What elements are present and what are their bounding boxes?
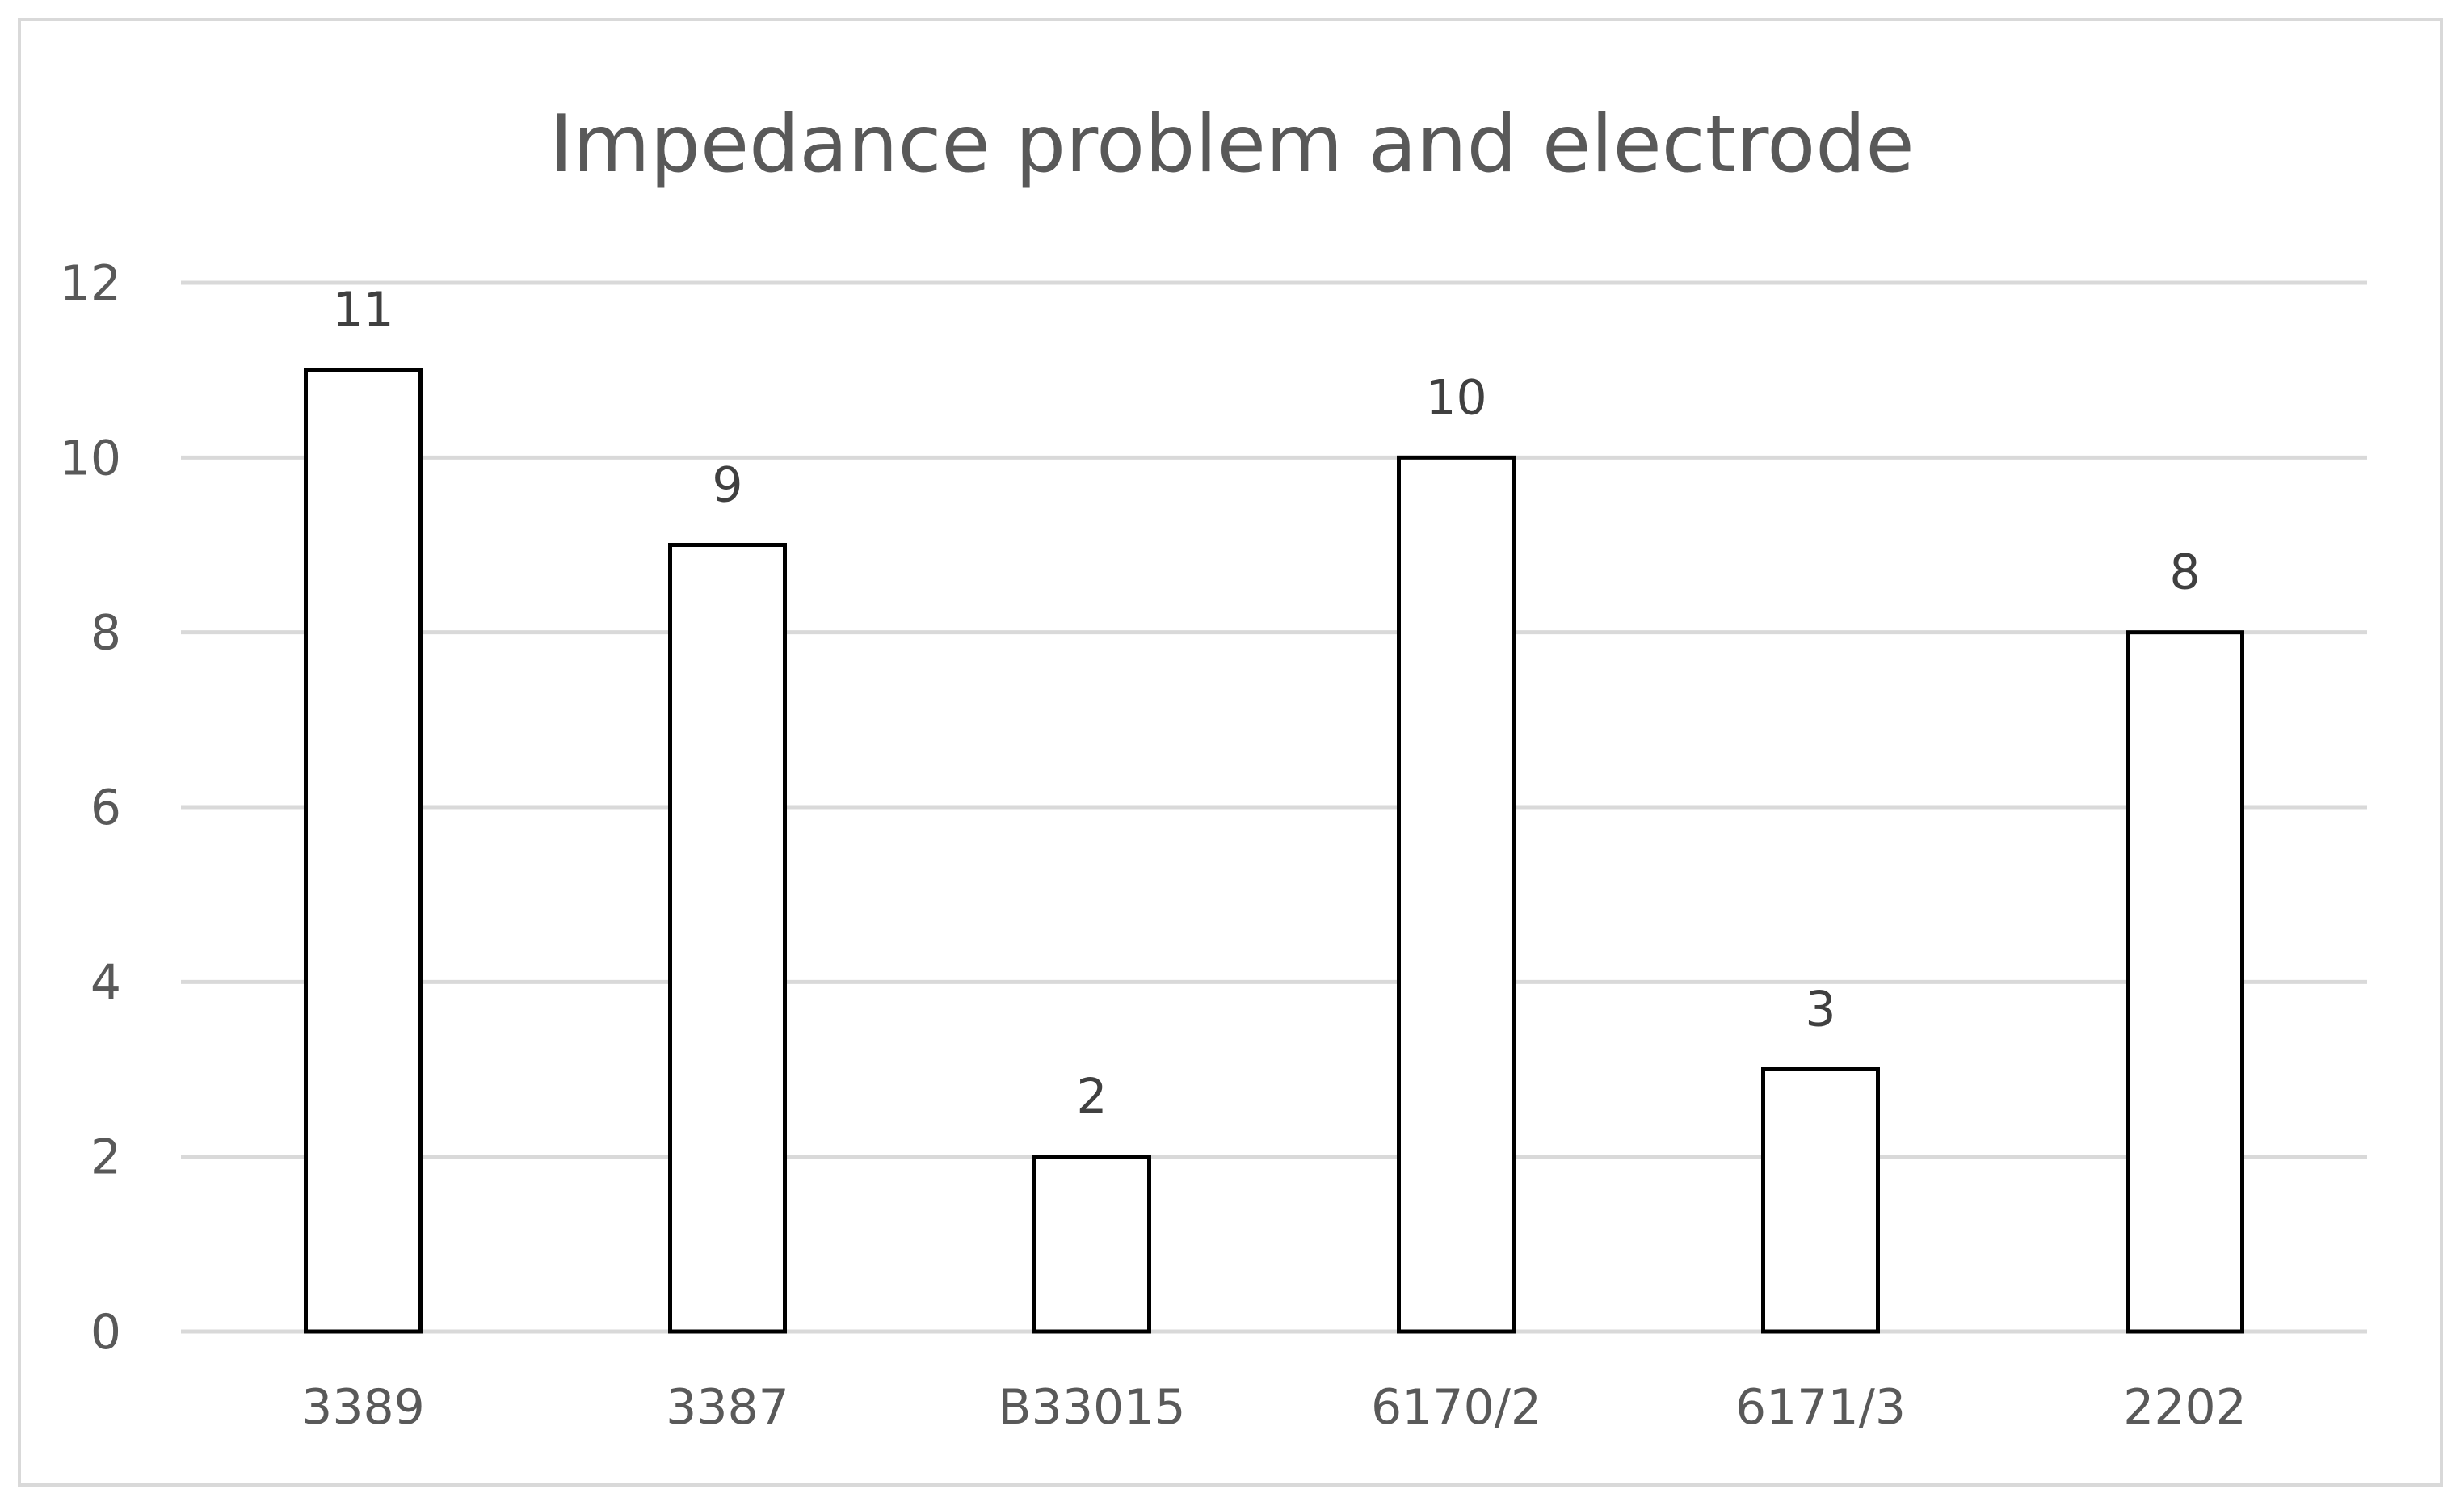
y-tick-label: 2 bbox=[90, 1130, 121, 1186]
data-label-3389: 11 bbox=[332, 282, 393, 339]
y-axis-ticks: 0 2 4 6 8 10 12 bbox=[60, 255, 121, 1361]
bars bbox=[304, 368, 2244, 1334]
y-tick-label: 8 bbox=[90, 605, 121, 662]
x-tick-label: 3387 bbox=[666, 1379, 789, 1436]
data-labels: 11 9 2 10 3 8 bbox=[332, 282, 2200, 1125]
bar-3389 bbox=[304, 368, 423, 1334]
x-tick-label: 3389 bbox=[301, 1379, 425, 1436]
chart-title: Impedance problem and electrode bbox=[549, 99, 1914, 191]
y-tick-label: 0 bbox=[90, 1304, 121, 1361]
data-label-6170/2: 10 bbox=[1425, 369, 1486, 426]
data-label-3387: 9 bbox=[712, 457, 742, 514]
y-tick-label: 4 bbox=[90, 954, 121, 1011]
x-tick-label: 6171/3 bbox=[1735, 1379, 1906, 1436]
bar-6171/3 bbox=[1761, 1067, 1880, 1334]
bar-6170/2 bbox=[1397, 455, 1516, 1334]
gridlines bbox=[181, 280, 2367, 1334]
data-label-B33015: 2 bbox=[1076, 1069, 1107, 1125]
x-axis-ticks: 3389 3387 B33015 6170/2 6171/3 2202 bbox=[301, 1379, 2247, 1436]
y-tick-label: 10 bbox=[60, 430, 121, 486]
bar-3387 bbox=[668, 543, 787, 1334]
y-tick-label: 12 bbox=[60, 255, 121, 312]
data-label-2202: 8 bbox=[2169, 545, 2200, 601]
bar-2202 bbox=[2126, 630, 2244, 1334]
y-tick-label: 6 bbox=[90, 780, 121, 836]
x-tick-label: 6170/2 bbox=[1371, 1379, 1541, 1436]
x-tick-label: B33015 bbox=[998, 1379, 1185, 1436]
bar-B33015 bbox=[1032, 1155, 1151, 1334]
data-label-6171/3: 3 bbox=[1805, 982, 1835, 1038]
x-tick-label: 2202 bbox=[2123, 1379, 2247, 1436]
